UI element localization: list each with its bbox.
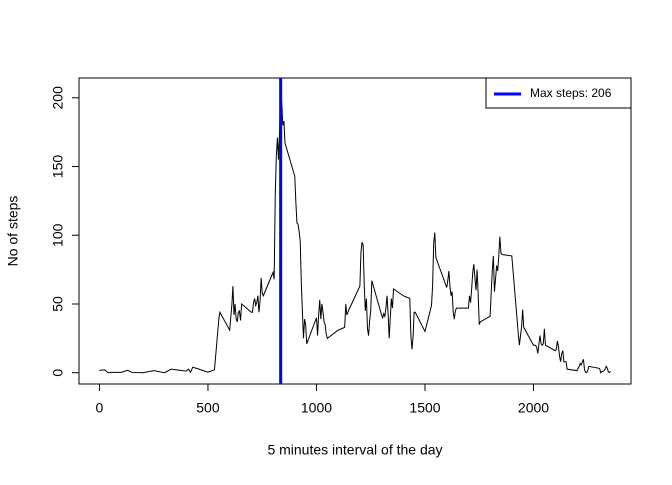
- x-tick-label: 2000: [518, 400, 549, 416]
- x-tick-label: 1500: [409, 400, 440, 416]
- y-tick-label: 150: [50, 155, 66, 179]
- data-line: [99, 89, 611, 374]
- plot-box: [78, 77, 632, 385]
- x-tick-label: 0: [96, 400, 104, 416]
- x-tick-label: 1000: [301, 400, 332, 416]
- x-axis-label: 5 minutes interval of the day: [267, 442, 442, 458]
- y-axis-label: No of steps: [5, 196, 21, 267]
- y-tick-label: 200: [50, 86, 66, 110]
- y-tick-label: 0: [50, 369, 66, 377]
- x-tick-label: 500: [196, 400, 220, 416]
- y-tick-label: 100: [50, 223, 66, 247]
- y-tick-label: 50: [50, 296, 66, 312]
- legend-label: Max steps: 206: [530, 86, 612, 100]
